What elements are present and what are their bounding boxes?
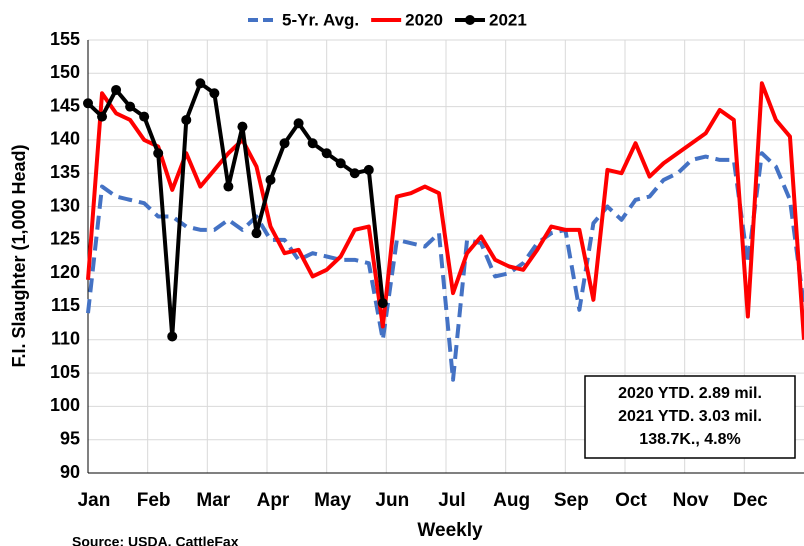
marker <box>195 78 206 89</box>
y-tick-label: 125 <box>50 229 80 249</box>
x-tick-label: Jul <box>438 490 465 511</box>
line-2 <box>86 81 385 339</box>
line-0 <box>86 151 804 382</box>
marker <box>111 84 122 95</box>
x-tick-label: Feb <box>137 490 171 511</box>
marker <box>139 111 150 122</box>
y-tick-label: 90 <box>60 462 80 482</box>
x-tick-label: Jun <box>375 490 409 511</box>
x-tick-label: Nov <box>673 490 709 511</box>
marker <box>335 158 346 169</box>
marker <box>167 331 178 342</box>
marker <box>209 88 220 99</box>
y-tick-label: 115 <box>51 295 80 315</box>
source: Source: USDA, CattleFax <box>72 534 239 546</box>
marker <box>293 118 304 129</box>
marker <box>321 148 332 159</box>
marker <box>83 98 93 109</box>
annotation-text: 2020 YTD. 2.89 mil. <box>618 385 762 402</box>
x-axis-label: Weekly <box>417 520 483 541</box>
y-tick-label: 145 <box>50 95 80 115</box>
marker <box>153 148 164 159</box>
y-tick-label: 110 <box>51 329 80 349</box>
x-tick-label: Dec <box>733 490 768 511</box>
annotation-box <box>584 375 796 459</box>
marker <box>363 164 374 175</box>
y-tick-label: 100 <box>50 395 80 415</box>
x-tick-label: Oct <box>615 490 647 511</box>
y-tick-label: 150 <box>50 62 80 82</box>
marker <box>237 121 248 132</box>
marker <box>125 101 136 112</box>
y-tick-label: 135 <box>50 162 80 182</box>
x-tick-label: Apr <box>257 490 290 511</box>
marker <box>181 114 192 125</box>
legend-label: 5-Yr. Avg. <box>282 10 359 29</box>
marker <box>265 174 276 185</box>
marker <box>307 138 318 149</box>
x-tick-label: Sep <box>554 490 589 511</box>
y-tick-label: 155 <box>50 29 80 49</box>
marker <box>97 111 108 122</box>
x-tick-label: Mar <box>196 490 230 511</box>
marker <box>251 228 262 239</box>
marker <box>223 181 234 192</box>
y-tick-label: 95 <box>60 428 80 448</box>
y-axis-label: F.I. Slaughter (1,000 Head) <box>9 144 29 367</box>
x-tick-label: Aug <box>493 490 530 511</box>
marker <box>279 138 290 149</box>
legend-marker <box>464 15 475 25</box>
marker <box>349 168 360 179</box>
annotation-text: 138.7K., 4.8% <box>639 431 740 448</box>
marker <box>377 298 388 309</box>
y-tick-label: 130 <box>50 195 80 215</box>
y-tick-label: 140 <box>50 129 80 149</box>
legend-label: 2021 <box>489 10 527 29</box>
annotation-text: 2021 YTD. 3.03 mil. <box>618 408 762 425</box>
line-1 <box>86 81 804 340</box>
x-tick-label: May <box>314 490 351 511</box>
x-tick-label: Jan <box>78 490 111 511</box>
y-tick-label: 105 <box>50 362 80 382</box>
y-tick-label: 120 <box>50 262 80 282</box>
legend-label: 2020 <box>405 10 443 29</box>
